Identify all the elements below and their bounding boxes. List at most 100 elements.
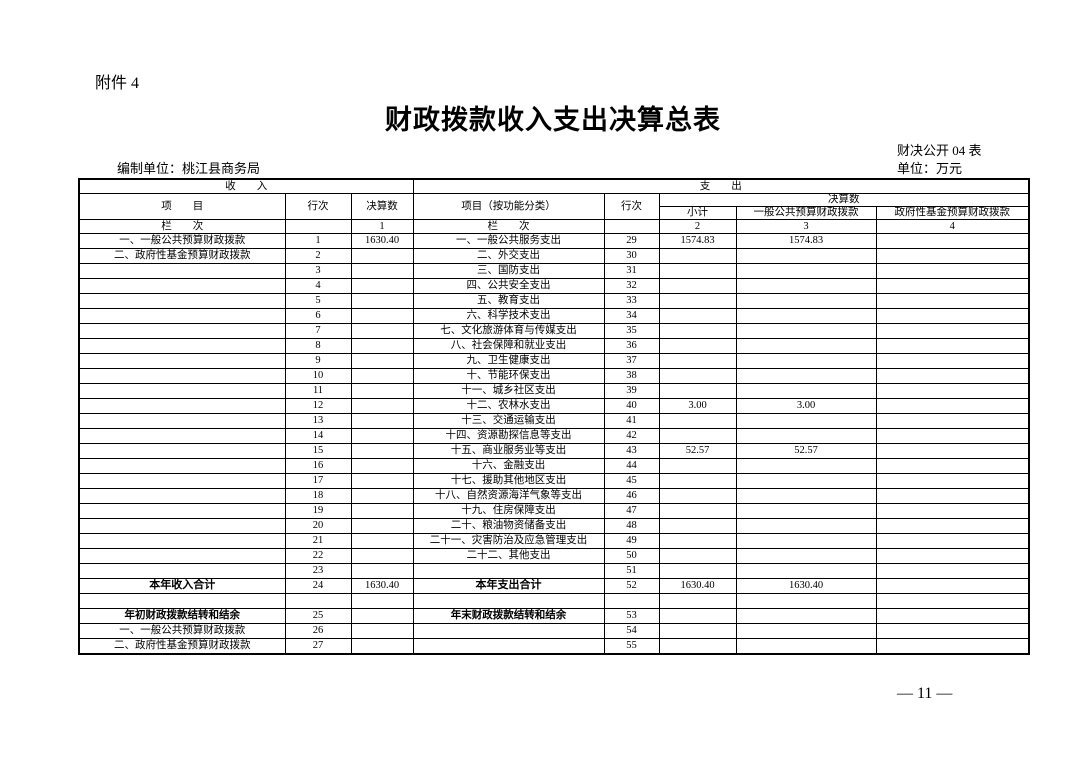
income-amount-cell [350, 443, 414, 459]
expense-govfund-cell [875, 638, 1030, 655]
income-rowno-cell: 5 [284, 293, 352, 309]
expense-final-header: 决算数 [658, 193, 1030, 207]
expense-general-cell [735, 338, 877, 354]
expense-rowno-cell: 45 [603, 473, 660, 489]
table-row: 11 十一、城乡社区支出 39 [78, 383, 1030, 399]
income-item-cell [78, 488, 286, 504]
income-rowno-cell [284, 593, 352, 609]
govfund-lanci-num: 4 [875, 219, 1030, 234]
income-lanci-num: 1 [350, 219, 414, 234]
expense-rowno-cell: 36 [603, 338, 660, 354]
income-final-header: 决算数 [350, 193, 414, 220]
income-rowno-cell: 15 [284, 443, 352, 459]
expense-subtotal-cell: 1630.40 [658, 578, 737, 594]
expense-govfund-cell [875, 248, 1030, 264]
expense-subtotal-cell: 52.57 [658, 443, 737, 459]
table-row: 22 二十二、其他支出 50 [78, 548, 1030, 564]
expense-govfund-cell [875, 593, 1030, 609]
expense-rowno-cell: 44 [603, 458, 660, 474]
expense-general-cell [735, 323, 877, 339]
income-item-cell [78, 473, 286, 489]
expense-rowno-cell: 42 [603, 428, 660, 444]
table-row: 20 二十、粮油物资储备支出 48 [78, 518, 1030, 534]
subtotal-lanci-num: 2 [658, 219, 737, 234]
income-rowno-header: 行次 [284, 193, 352, 220]
income-item-cell [78, 338, 286, 354]
expense-general-cell [735, 413, 877, 429]
expense-item-cell: 十九、住房保障支出 [412, 503, 605, 519]
income-rowno-cell: 17 [284, 473, 352, 489]
income-item-cell [78, 503, 286, 519]
income-rowno-cell: 23 [284, 563, 352, 579]
expense-subtotal-cell: 3.00 [658, 398, 737, 414]
income-rowno-cell: 18 [284, 488, 352, 504]
income-item-cell: 年初财政拨款结转和结余 [78, 608, 286, 624]
income-item-cell [78, 398, 286, 414]
income-rowno-cell: 22 [284, 548, 352, 564]
table-row: 15 十五、商业服务业等支出 43 52.57 52.57 [78, 443, 1030, 459]
table-row: 18 十八、自然资源海洋气象等支出 46 [78, 488, 1030, 504]
expense-lanci-label: 栏 次 [412, 219, 605, 234]
expense-item-cell: 十八、自然资源海洋气象等支出 [412, 488, 605, 504]
expense-general-cell [735, 593, 877, 609]
expense-rowno-cell: 37 [603, 353, 660, 369]
income-item-cell [78, 383, 286, 399]
expense-govfund-cell [875, 578, 1030, 594]
income-rowno-cell: 8 [284, 338, 352, 354]
expense-rowno-cell: 32 [603, 278, 660, 294]
income-amount-cell [350, 353, 414, 369]
expense-rowno-cell: 47 [603, 503, 660, 519]
income-amount-cell [350, 593, 414, 609]
income-item-cell [78, 593, 286, 609]
expense-govfund-cell [875, 428, 1030, 444]
income-amount-cell [350, 533, 414, 549]
expense-rowno-header: 行次 [603, 193, 660, 220]
income-item-header: 项 目 [78, 193, 286, 220]
unit-label: 单位：万元 [897, 161, 963, 176]
gov-fund-header: 政府性基金预算财政拨款 [875, 206, 1030, 220]
expense-subtotal-cell [658, 473, 737, 489]
expense-subtotal-cell [658, 293, 737, 309]
expense-general-cell: 3.00 [735, 398, 877, 414]
expense-item-cell: 十七、援助其他地区支出 [412, 473, 605, 489]
expense-subtotal-cell [658, 593, 737, 609]
expense-rowno-cell: 33 [603, 293, 660, 309]
expense-govfund-cell [875, 488, 1030, 504]
expense-item-cell [412, 593, 605, 609]
income-rowno-cell: 27 [284, 638, 352, 655]
expense-general-cell [735, 458, 877, 474]
expense-item-cell: 六、科学技术支出 [412, 308, 605, 324]
expense-rowno-cell: 43 [603, 443, 660, 459]
income-rowno-cell: 1 [284, 233, 352, 249]
expense-rowno-cell: 40 [603, 398, 660, 414]
income-amount-cell [350, 548, 414, 564]
expense-govfund-cell [875, 623, 1030, 639]
income-amount-cell [350, 368, 414, 384]
expense-rowno-cell: 50 [603, 548, 660, 564]
expense-item-cell: 一、一般公共服务支出 [412, 233, 605, 249]
expense-govfund-cell [875, 398, 1030, 414]
table-row: 8 八、社会保障和就业支出 36 [78, 338, 1030, 354]
income-rowno-cell: 21 [284, 533, 352, 549]
income-amount-cell [350, 458, 414, 474]
expense-general-cell [735, 353, 877, 369]
table-row: 7 七、文化旅游体育与传媒支出 35 [78, 323, 1030, 339]
income-item-cell [78, 293, 286, 309]
expense-rowno-cell: 30 [603, 248, 660, 264]
expense-general-cell [735, 428, 877, 444]
income-rowno-cell: 26 [284, 623, 352, 639]
expense-general-cell [735, 473, 877, 489]
expense-lanci-blank [603, 219, 660, 234]
expense-govfund-cell [875, 263, 1030, 279]
income-rowno-cell: 12 [284, 398, 352, 414]
table-row: 19 十九、住房保障支出 47 [78, 503, 1030, 519]
income-item-cell: 二、政府性基金预算财政拨款 [78, 248, 286, 264]
income-rowno-cell: 24 [284, 578, 352, 594]
income-rowno-cell: 25 [284, 608, 352, 624]
expense-general-cell [735, 368, 877, 384]
income-item-cell: 一、一般公共预算财政拨款 [78, 233, 286, 249]
expense-govfund-cell [875, 458, 1030, 474]
expense-subtotal-cell [658, 278, 737, 294]
table-row: 3 三、国防支出 31 [78, 263, 1030, 279]
income-amount-cell [350, 263, 414, 279]
